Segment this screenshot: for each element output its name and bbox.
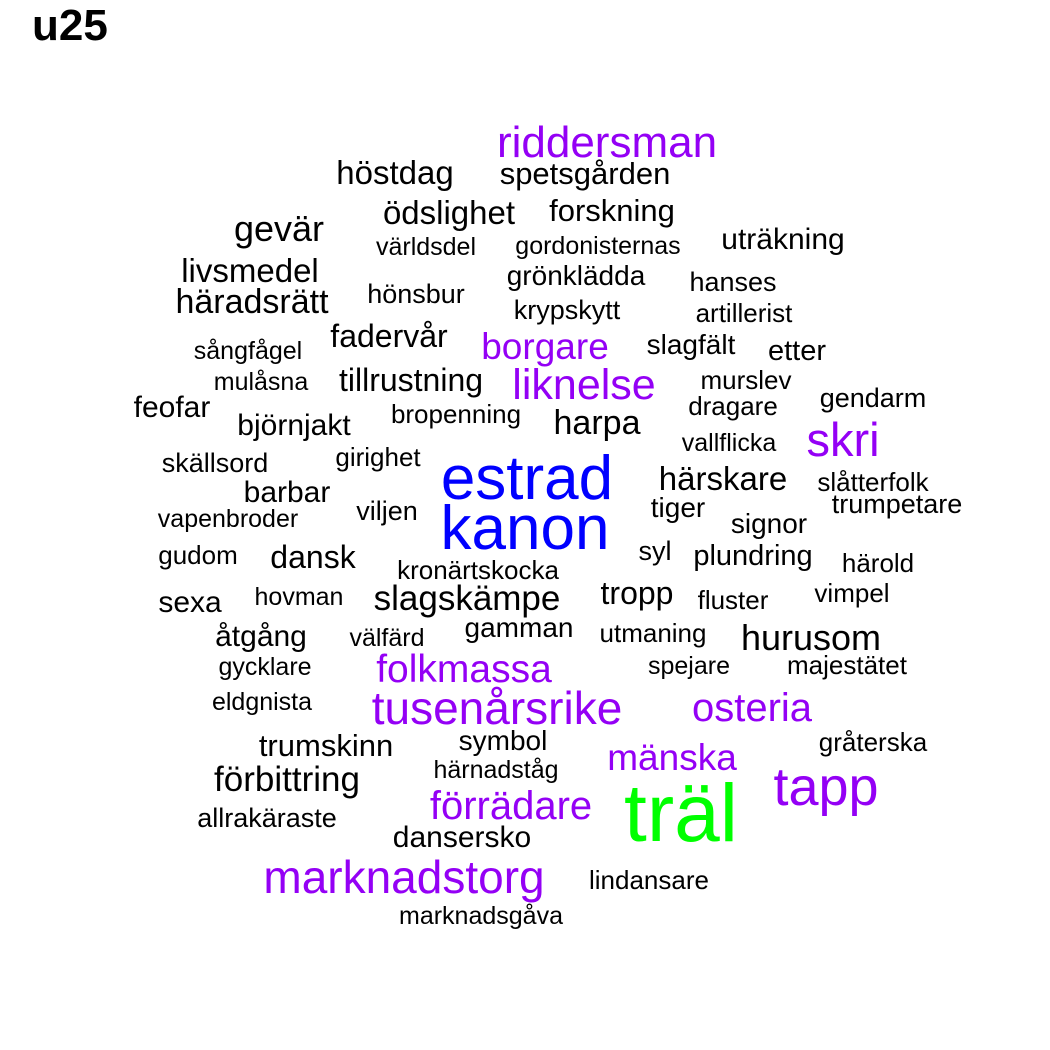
cloud-word: skri [806, 412, 880, 466]
cloud-word: eldgnista [211, 687, 313, 716]
cloud-word: barbar [243, 476, 331, 509]
plot-title: u25 [32, 1, 108, 50]
cloud-word: viljen [356, 495, 418, 526]
cloud-word: höstdag [336, 153, 454, 191]
cloud-word: harpa [553, 404, 641, 442]
cloud-word: murslev [700, 365, 792, 395]
cloud-word: sångfågel [193, 336, 303, 365]
cloud-word: mulåsna [213, 367, 309, 396]
cloud-word: signor [730, 508, 808, 539]
cloud-word: estrad [440, 444, 614, 513]
cloud-word: träl [624, 768, 738, 859]
cloud-word: hovman [254, 582, 344, 611]
cloud-word: kronärtskocka [397, 555, 559, 585]
cloud-word: livsmedel [181, 251, 319, 289]
cloud-word: gevär [233, 208, 325, 249]
cloud-word: lindansare [589, 865, 709, 895]
cloud-word: tropp [600, 575, 674, 611]
cloud-word: härskare [658, 459, 788, 497]
cloud-word: majestätet [787, 650, 907, 680]
cloud-word: kanon [440, 494, 610, 563]
cloud-word: härold [841, 548, 915, 578]
cloud-word: liknelse [512, 360, 656, 409]
cloud-word: gycklare [218, 652, 312, 681]
cloud-word: gamman [464, 612, 574, 643]
cloud-word: uträkning [721, 223, 845, 256]
cloud-word: fluster [697, 585, 769, 615]
cloud-word: utmaning [599, 618, 707, 648]
cloud-word: hurusom [740, 617, 882, 658]
cloud-word: plundring [693, 539, 813, 572]
cloud-word: tapp [773, 757, 879, 817]
cloud-word: allrakäraste [197, 802, 337, 833]
cloud-word: fadervår [330, 318, 448, 354]
cloud-word: slagskämpe [373, 578, 561, 618]
cloud-word: tusenårsrike [371, 682, 623, 734]
cloud-word: feofar [133, 391, 211, 424]
cloud-word: gordonisternas [515, 231, 681, 260]
cloud-word: slagfält [646, 329, 736, 360]
cloud-word: tillrustning [338, 362, 484, 398]
cloud-word: trumpetare [831, 488, 963, 519]
cloud-word: bropenning [390, 399, 522, 429]
cloud-word: syl [638, 535, 672, 566]
cloud-word: dansersko [392, 821, 532, 854]
cloud-word: slåtterfolk [817, 467, 929, 497]
cloud-word: förrädare [429, 784, 593, 828]
cloud-word: vapenbroder [157, 504, 299, 533]
cloud-word: dansk [270, 539, 356, 575]
cloud-word: etter [767, 334, 827, 367]
cloud-word: sexa [158, 586, 222, 619]
cloud-word: artillerist [695, 298, 793, 328]
cloud-word: gudom [158, 540, 238, 570]
cloud-word: borgare [481, 325, 609, 367]
cloud-word: tiger [650, 492, 706, 523]
cloud-word: folkmassa [376, 647, 552, 691]
cloud-word: trumskinn [258, 727, 394, 763]
cloud-word: häradsrätt [175, 283, 329, 321]
cloud-word: hönsbur [367, 278, 465, 309]
cloud-word: spetsgården [499, 155, 671, 191]
cloud-word: åtgång [215, 620, 307, 653]
cloud-word: osteria [691, 686, 813, 730]
cloud-word: riddersman [496, 118, 718, 167]
cloud-word: hanses [689, 266, 777, 297]
cloud-word: grönklädda [506, 260, 646, 291]
cloud-word: välfärd [349, 623, 425, 652]
cloud-word: spejare [648, 651, 730, 680]
cloud-word: mänska [607, 736, 737, 778]
cloud-word: gendarm [819, 382, 927, 413]
cloud-word: forskning [549, 192, 675, 228]
cloud-word: förbittring [214, 759, 360, 799]
cloud-word: vallflicka [681, 428, 777, 457]
cloud-word: symbol [458, 725, 548, 756]
cloud-word: dragare [688, 391, 778, 421]
cloud-word: girighet [335, 442, 421, 472]
cloud-word: världsdel [375, 232, 477, 261]
cloud-word: ödslighet [382, 193, 516, 231]
cloud-word: vimpel [814, 578, 890, 608]
cloud-word: björnjakt [237, 409, 351, 442]
cloud-word: marknadstorg [263, 851, 545, 903]
cloud-word: skällsord [161, 447, 269, 478]
cloud-word: gråterska [818, 727, 928, 757]
cloud-word: krypskytt [513, 294, 621, 325]
cloud-word: härnadståg [433, 755, 559, 784]
cloud-word: marknadsgåva [399, 901, 563, 930]
